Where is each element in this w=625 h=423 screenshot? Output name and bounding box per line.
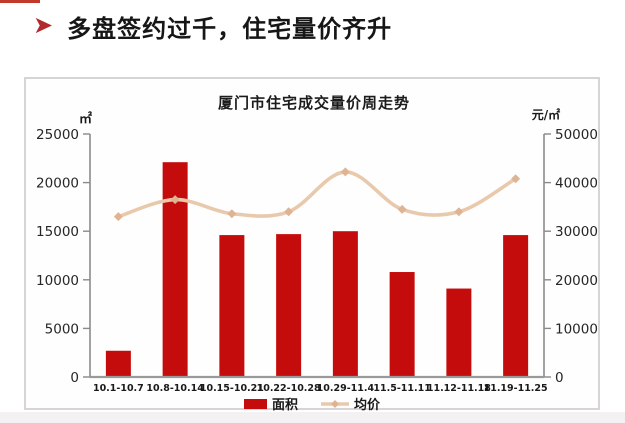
chart-svg: ㎡ 元/㎡ 0 5000 10000 15000 20000 25000 0 10000 20000… <box>36 107 598 412</box>
bar <box>503 235 529 377</box>
line-marker <box>454 207 464 217</box>
line-marker <box>113 212 123 222</box>
left-axis-tick-label: 15000 <box>36 224 79 240</box>
right-axis-tick-label: 50000 <box>555 127 598 143</box>
x-axis-label: 10.8-10.14 <box>146 383 204 394</box>
line-marker <box>227 209 237 219</box>
bar <box>276 234 302 377</box>
legend-label-area: 面积 <box>272 397 298 412</box>
top-edge-red-sliver <box>0 0 40 3</box>
chart-title: 厦门市住宅成交量价周走势 <box>217 94 410 112</box>
chart-panel: 厦门市住宅成交量价周走势 ㎡ 元/㎡ 0 5000 10000 15000 20000 250… <box>24 77 600 412</box>
x-axis-label: 10.15-10.21 <box>200 383 264 394</box>
x-axis-label: 11.12-11.18 <box>427 383 491 394</box>
bar <box>105 350 131 377</box>
x-axis-label: 11.19-11.25 <box>484 383 548 394</box>
bar <box>162 162 188 377</box>
x-axis-label: 10.1-10.7 <box>93 383 144 394</box>
left-axis-tick-label: 5000 <box>45 321 79 337</box>
arrow-bullet-icon: ➤ <box>33 11 54 39</box>
slide-header: ➤ 多盘签约过千，住宅量价齐升 <box>33 6 593 46</box>
right-axis-tick-label: 40000 <box>555 176 598 192</box>
right-axis-tick-label: 10000 <box>555 321 598 337</box>
left-axis-tick-label: 20000 <box>36 176 79 192</box>
bar <box>446 288 472 377</box>
bottom-strip <box>0 412 625 423</box>
legend-bar-swatch <box>244 399 267 409</box>
bar <box>389 272 415 377</box>
line-marker <box>170 195 180 205</box>
right-axis-tick-label: 20000 <box>555 273 598 289</box>
right-axis-tick-label: 0 <box>555 370 564 386</box>
right-axis-tick-label: 30000 <box>555 224 598 240</box>
right-axis-unit: 元/㎡ <box>532 107 560 122</box>
left-axis-tick-label: 0 <box>70 370 79 386</box>
left-axis-tick-label: 10000 <box>36 273 79 289</box>
left-axis-tick-label: 25000 <box>36 127 79 143</box>
x-axis-label: 11.5-11.11 <box>373 383 430 394</box>
bar <box>332 231 358 377</box>
line-marker <box>340 167 350 177</box>
legend-label-price: 均价 <box>354 397 381 412</box>
line-marker <box>397 204 407 214</box>
slide-title: 多盘签约过千，住宅量价齐升 <box>67 14 393 43</box>
bar <box>219 235 245 377</box>
left-axis-unit: ㎡ <box>79 111 92 127</box>
line-marker <box>511 174 521 184</box>
legend-line-marker <box>331 400 339 408</box>
x-axis-label: 10.29-11.4 <box>317 383 375 394</box>
line-marker <box>284 207 294 217</box>
x-axis-label: 10.22-10.28 <box>257 383 321 394</box>
